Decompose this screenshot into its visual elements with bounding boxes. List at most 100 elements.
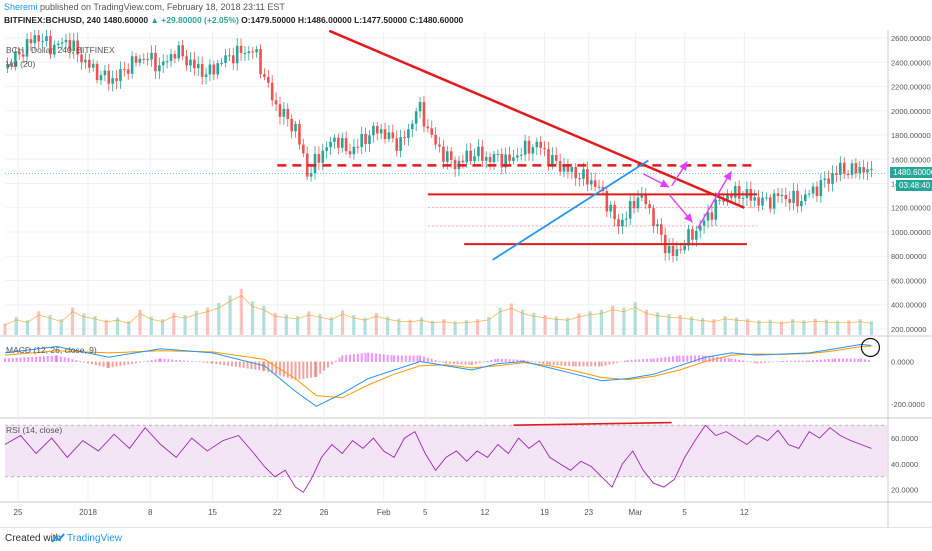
macd-histogram-bar [742, 360, 745, 362]
macd-histogram-bar [59, 356, 62, 362]
projection-arrow [697, 171, 732, 229]
macd-histogram-bar [102, 361, 105, 367]
volume-label[interactable]: Vol (20) [6, 59, 36, 69]
author-link[interactable]: Sheremi [4, 2, 38, 12]
volume-bar [723, 316, 727, 335]
volume-bar [138, 309, 142, 335]
candle-body [539, 141, 542, 148]
volume-bar [194, 310, 198, 335]
volume-bar [205, 307, 210, 335]
candle-body [543, 147, 546, 150]
candle-body [473, 156, 476, 162]
macd-histogram-bar [646, 358, 649, 362]
candle-body [593, 180, 597, 187]
candle-body [126, 69, 130, 74]
last-price-tag: 1480.60000 [890, 167, 932, 178]
macd-histogram-bar [131, 361, 134, 364]
price-tick-label: 1000.00000 [891, 228, 931, 237]
price-change: ▲ +29.80000 (+2.05%) [150, 15, 239, 25]
symbol-label[interactable]: BITFINEX:BCHUSD, 240 [4, 15, 101, 25]
macd-histogram-bar [456, 361, 459, 365]
macd-histogram-bar [167, 359, 170, 362]
macd-histogram-bar [642, 359, 645, 362]
macd-histogram-bar [500, 358, 503, 362]
macd-pane[interactable] [4, 337, 881, 407]
candle-body [484, 157, 488, 161]
candle-body [231, 55, 235, 64]
macd-histogram-bar [867, 360, 870, 362]
macd-histogram-bar [590, 361, 593, 367]
macd-label[interactable]: MACD (12, 26, close, 9) [6, 345, 97, 355]
macd-histogram-bar [504, 358, 507, 362]
candle-body [621, 219, 624, 227]
macd-histogram-bar [538, 361, 541, 364]
volume-bar [104, 319, 108, 335]
rsi-label[interactable]: RSI (14, close) [6, 425, 63, 435]
macd-histogram-bar [853, 358, 856, 362]
macd-histogram-bar [75, 359, 78, 362]
volume-bar [701, 318, 705, 335]
candle-body [426, 126, 430, 129]
candle-body [640, 193, 644, 198]
countdown-tag: 03:48:40 [896, 180, 932, 191]
candle-body [418, 102, 422, 112]
candle-body [839, 162, 842, 175]
volume-bar [734, 317, 739, 335]
macd-histogram-bar [349, 354, 352, 362]
candle-body [181, 45, 184, 57]
volume-bar [566, 317, 570, 335]
candle-body [196, 64, 200, 69]
candle-body [660, 224, 663, 235]
candle-body [138, 58, 142, 63]
candle-body [714, 199, 718, 220]
macd-histogram-bar [512, 359, 515, 362]
price-tick-label: 1800.00000 [891, 131, 931, 140]
rsi-pane[interactable] [4, 421, 887, 493]
candle-body [796, 190, 799, 207]
candle-body [570, 167, 574, 172]
macd-histogram-bar [786, 360, 789, 362]
macd-histogram-bar [345, 355, 348, 362]
macd-histogram-bar [313, 361, 316, 378]
chart-header: Sheremi published on TradingView.com, Fe… [0, 0, 932, 30]
candle-body [410, 123, 414, 130]
macd-histogram-bar [634, 359, 637, 362]
volume-bar [48, 315, 52, 335]
macd-histogram-bar [808, 360, 811, 362]
macd-histogram-bar [834, 358, 837, 362]
candle-body [313, 154, 317, 174]
candle-body [321, 150, 325, 163]
candle-body [776, 193, 780, 196]
candle-body [854, 163, 858, 174]
macd-histogram-bar [478, 361, 481, 364]
macd-histogram-bar [470, 361, 473, 365]
volume-bar [476, 319, 480, 335]
candle-body [574, 167, 578, 179]
tradingview-brand-link[interactable]: TradingView [67, 533, 123, 544]
volume-bar [464, 320, 468, 335]
candle-body [687, 229, 690, 246]
macd-histogram-bar [83, 361, 86, 363]
macd-histogram-bar [11, 358, 14, 362]
candle-body [477, 146, 480, 157]
macd-histogram-bar [831, 358, 834, 362]
candle-body [461, 160, 465, 163]
volume-bar [25, 320, 30, 335]
price-pane[interactable] [3, 27, 887, 335]
volume-bar [442, 319, 446, 335]
candle-body [407, 129, 410, 138]
candle-body [741, 197, 745, 199]
macd-histogram-bar [364, 352, 367, 362]
macd-cross-circle [860, 337, 881, 358]
candle-body [504, 154, 507, 168]
macd-histogram-bar [71, 359, 74, 362]
candle-body [753, 197, 756, 201]
macd-histogram-bar [352, 354, 355, 362]
series-label[interactable]: BCH / Dollar, 240, BITFINEX [6, 45, 115, 55]
macd-histogram-bar [542, 361, 545, 364]
price-tick-label: 2400.00000 [891, 58, 931, 67]
candle-body [496, 154, 500, 156]
macd-histogram-bar [382, 354, 385, 362]
candle-body [780, 194, 784, 196]
